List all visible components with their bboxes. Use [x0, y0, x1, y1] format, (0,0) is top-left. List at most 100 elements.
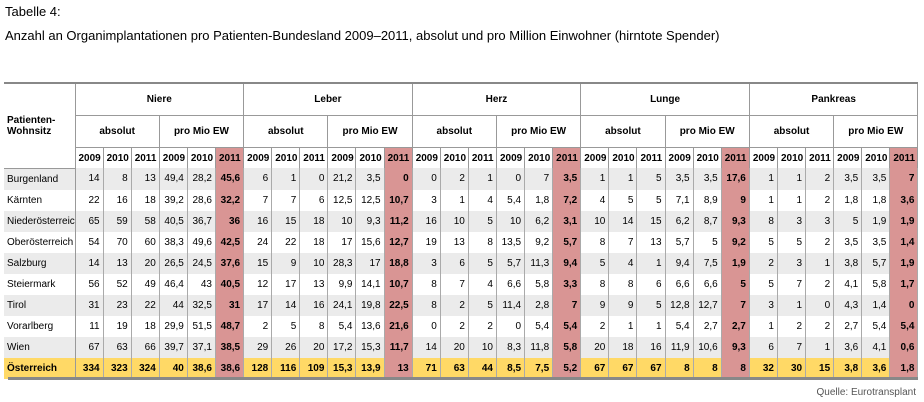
value-cell: 10,7	[384, 273, 413, 295]
value-cell: 1	[749, 168, 778, 190]
value-cell: 7	[440, 273, 469, 295]
value-cell: 8,7	[693, 210, 722, 232]
value-cell: 8	[412, 294, 441, 316]
value-cell: 66	[131, 336, 160, 358]
year-header: 2011	[384, 147, 413, 168]
value-cell: 38,5	[215, 336, 245, 358]
year-header: 2010	[187, 147, 216, 168]
value-cell: 1	[608, 168, 638, 190]
value-cell: 2	[580, 315, 610, 337]
value-cell: 3,5	[861, 231, 891, 253]
value-cell: 58	[131, 210, 160, 232]
value-cell: 19	[412, 231, 441, 253]
value-cell: 1,8	[833, 189, 863, 211]
value-cell: 5	[636, 189, 666, 211]
value-cell: 3,5	[833, 231, 863, 253]
value-cell: 4	[580, 189, 610, 211]
measure-header: pro Mio EW	[665, 115, 750, 148]
value-cell: 5	[749, 231, 778, 253]
value-cell: 10	[440, 210, 469, 232]
value-cell: 48,7	[215, 315, 245, 337]
table-row: Österreich 334 323 324 40 38,6 38,6 128 116 109 15…	[4, 357, 919, 379]
value-cell: 7	[889, 168, 919, 190]
organ-header: Leber	[243, 82, 413, 116]
value-cell: 9,4	[552, 252, 582, 274]
year-header: 2009	[833, 147, 863, 168]
value-cell: 5	[721, 273, 750, 295]
organ-header: Herz	[412, 82, 582, 116]
value-cell: 18	[299, 210, 329, 232]
value-cell: 1	[805, 252, 835, 274]
value-cell: 49,4	[159, 168, 188, 190]
value-cell: 5	[468, 210, 497, 232]
value-cell: 7,2	[552, 189, 582, 211]
table-row: Tirol 31 23 22 44 32,5 31 17 14 16 24,1 19,8 22,5 8 2 5…	[4, 294, 919, 316]
year-header: 2011	[805, 147, 835, 168]
value-cell: 10	[327, 210, 357, 232]
value-cell: 8	[749, 210, 778, 232]
value-cell: 0	[384, 168, 413, 190]
value-cell: 19,8	[355, 294, 385, 316]
value-cell: 36	[215, 210, 245, 232]
value-cell: 5,4	[327, 315, 357, 337]
value-cell: 5	[468, 252, 497, 274]
value-cell: 3,5	[861, 168, 891, 190]
year-header: 2009	[749, 147, 778, 168]
value-cell: 2	[440, 168, 469, 190]
value-cell: 8	[608, 273, 638, 295]
value-cell: 13	[440, 231, 469, 253]
value-cell: 11	[75, 315, 104, 337]
value-cell: 3	[805, 210, 835, 232]
value-cell: 5,4	[524, 315, 554, 337]
value-cell: 5,4	[665, 315, 694, 337]
value-cell: 17	[355, 252, 385, 274]
value-cell: 31	[215, 294, 245, 316]
value-cell: 1,8	[861, 189, 891, 211]
value-cell: 3,5	[552, 168, 582, 190]
value-cell: 17	[243, 294, 273, 316]
value-cell: 24,5	[187, 252, 216, 274]
value-cell: 71	[412, 357, 441, 379]
region-name: Burgenland	[4, 168, 76, 190]
value-cell: 3	[412, 189, 441, 211]
value-cell: 38,6	[187, 357, 216, 379]
organ-header: Pankreas	[749, 82, 919, 116]
value-cell: 38,6	[215, 357, 245, 379]
value-cell: 67	[608, 357, 638, 379]
table-row: Steiermark 56 52 49 46,4 43 40,5 12 17 13 9,9 14,1 1…	[4, 273, 919, 295]
value-cell: 2	[805, 189, 835, 211]
value-cell: 1	[440, 189, 469, 211]
year-header: 2009	[243, 147, 273, 168]
value-cell: 5	[693, 231, 722, 253]
value-cell: 20	[440, 336, 469, 358]
value-cell: 109	[299, 357, 329, 379]
value-cell: 7	[777, 336, 807, 358]
value-cell: 5	[777, 231, 807, 253]
value-cell: 54	[75, 231, 104, 253]
value-cell: 3,6	[889, 189, 919, 211]
value-cell: 5	[580, 252, 610, 274]
value-cell: 1,8	[524, 189, 554, 211]
value-cell: 8,3	[496, 336, 526, 358]
value-cell: 38,3	[159, 231, 188, 253]
value-cell: 1,9	[721, 252, 750, 274]
value-cell: 9	[580, 294, 610, 316]
measure-header: pro Mio EW	[327, 115, 413, 148]
value-cell: 9,3	[721, 336, 750, 358]
value-cell: 4	[468, 273, 497, 295]
value-cell: 1	[580, 168, 610, 190]
value-cell: 1	[749, 315, 778, 337]
value-cell: 12	[243, 273, 273, 295]
value-cell: 67	[636, 357, 666, 379]
year-header: 2010	[355, 147, 385, 168]
value-cell: 37,6	[215, 252, 245, 274]
value-cell: 12,5	[355, 189, 385, 211]
value-cell: 11,4	[496, 294, 526, 316]
value-cell: 14	[412, 336, 441, 358]
value-cell: 323	[103, 357, 132, 379]
value-cell: 1	[608, 315, 638, 337]
value-cell: 4,1	[833, 273, 863, 295]
value-cell: 17	[271, 273, 301, 295]
value-cell: 3,6	[861, 357, 891, 379]
measure-header: absolut	[580, 115, 666, 148]
